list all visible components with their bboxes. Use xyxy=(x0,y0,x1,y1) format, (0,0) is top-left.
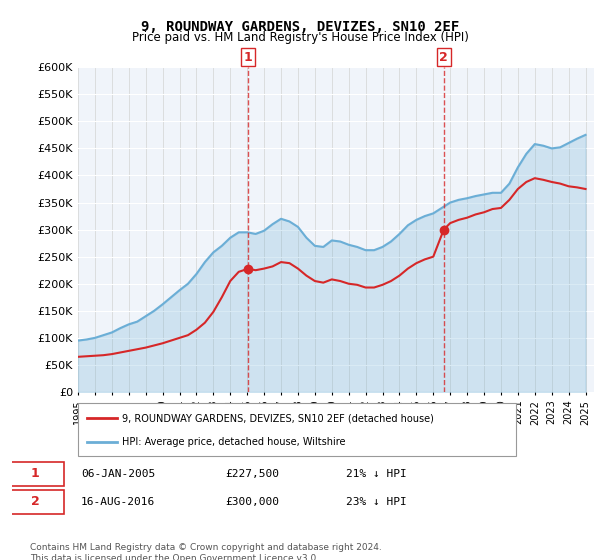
Text: 1: 1 xyxy=(31,467,40,480)
Text: £227,500: £227,500 xyxy=(225,469,279,479)
Text: 16-AUG-2016: 16-AUG-2016 xyxy=(81,497,155,507)
Text: 1: 1 xyxy=(244,51,252,64)
Text: Price paid vs. HM Land Registry's House Price Index (HPI): Price paid vs. HM Land Registry's House … xyxy=(131,31,469,44)
FancyBboxPatch shape xyxy=(6,462,64,486)
Text: 21% ↓ HPI: 21% ↓ HPI xyxy=(346,469,407,479)
Text: 06-JAN-2005: 06-JAN-2005 xyxy=(81,469,155,479)
FancyBboxPatch shape xyxy=(6,490,64,514)
Text: 2: 2 xyxy=(439,51,448,64)
Text: 23% ↓ HPI: 23% ↓ HPI xyxy=(346,497,407,507)
Text: 2: 2 xyxy=(31,495,40,508)
Text: HPI: Average price, detached house, Wiltshire: HPI: Average price, detached house, Wilt… xyxy=(122,436,346,446)
Text: £300,000: £300,000 xyxy=(225,497,279,507)
FancyBboxPatch shape xyxy=(78,403,516,456)
Text: 9, ROUNDWAY GARDENS, DEVIZES, SN10 2EF (detached house): 9, ROUNDWAY GARDENS, DEVIZES, SN10 2EF (… xyxy=(122,413,434,423)
Text: Contains HM Land Registry data © Crown copyright and database right 2024.
This d: Contains HM Land Registry data © Crown c… xyxy=(30,543,382,560)
Text: 9, ROUNDWAY GARDENS, DEVIZES, SN10 2EF: 9, ROUNDWAY GARDENS, DEVIZES, SN10 2EF xyxy=(141,20,459,34)
